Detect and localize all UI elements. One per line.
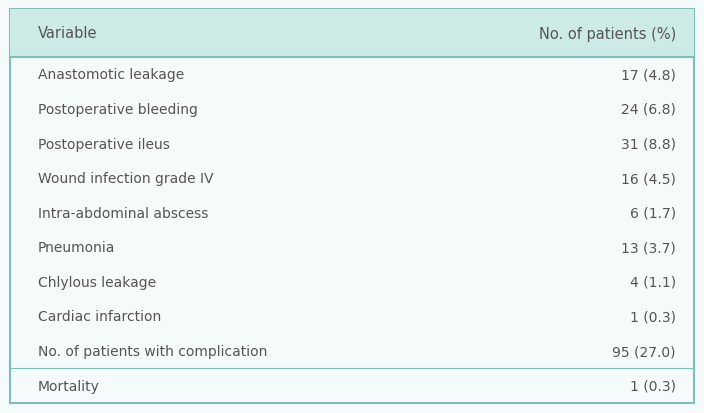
Text: 1 (0.3): 1 (0.3) (630, 379, 676, 393)
Text: Anastomotic leakage: Anastomotic leakage (38, 68, 184, 82)
Text: 4 (1.1): 4 (1.1) (630, 275, 676, 289)
Text: 16 (4.5): 16 (4.5) (621, 172, 676, 186)
Text: 17 (4.8): 17 (4.8) (621, 68, 676, 82)
Text: 6 (1.7): 6 (1.7) (630, 206, 676, 220)
Text: Wound infection grade IV: Wound infection grade IV (38, 172, 213, 186)
Bar (10, 10, 694, 58)
Text: Postoperative ileus: Postoperative ileus (38, 137, 170, 151)
Text: 24 (6.8): 24 (6.8) (621, 103, 676, 116)
Text: 31 (8.8): 31 (8.8) (621, 137, 676, 151)
Text: No. of patients (%): No. of patients (%) (539, 26, 676, 41)
Text: 13 (3.7): 13 (3.7) (621, 241, 676, 255)
Text: 1 (0.3): 1 (0.3) (630, 310, 676, 324)
Text: Cardiac infarction: Cardiac infarction (38, 310, 161, 324)
Text: Intra-abdominal abscess: Intra-abdominal abscess (38, 206, 208, 220)
Text: Variable: Variable (38, 26, 97, 41)
Text: 95 (27.0): 95 (27.0) (612, 344, 676, 358)
Text: Postoperative bleeding: Postoperative bleeding (38, 103, 198, 116)
Text: Chlylous leakage: Chlylous leakage (38, 275, 156, 289)
Text: Pneumonia: Pneumonia (38, 241, 115, 255)
Text: No. of patients with complication: No. of patients with complication (38, 344, 268, 358)
Text: Mortality: Mortality (38, 379, 100, 393)
